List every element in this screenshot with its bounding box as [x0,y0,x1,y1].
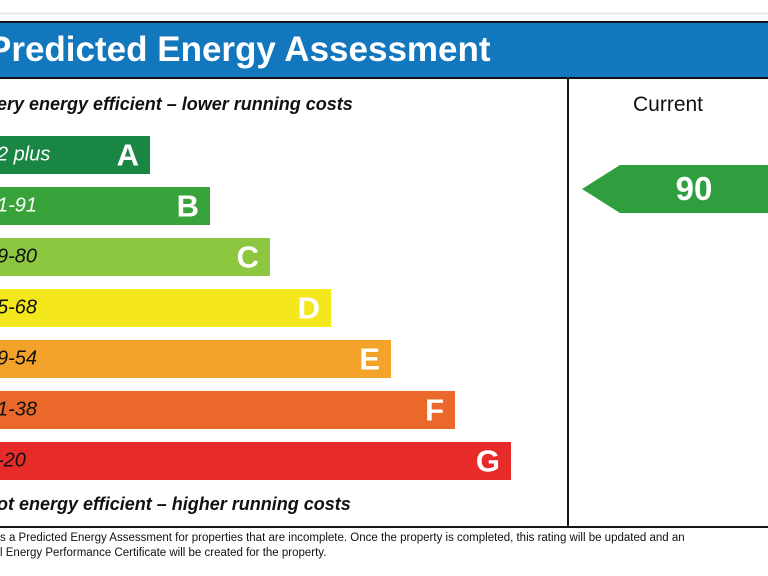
band-range-label: 2 plus [0,143,51,166]
top-divider-line [0,12,768,15]
band-range-label: -20 [0,449,26,472]
header-bar: Predicted Energy Assessment [0,21,768,79]
band-row-C: 9-80 C [0,238,270,276]
band-range-label: 1-38 [0,398,38,421]
band-row-E: 9-54 E [0,340,391,378]
band-letter: B [176,188,199,224]
band-range-label: 9-80 [0,245,38,268]
band-row-D: 5-68 D [0,289,331,327]
band-letter: G [475,443,500,479]
band-row-A: 2 plus A [0,136,150,174]
band-letter: D [297,290,320,326]
band-row-B: 1-91 B [0,187,210,225]
footer-line-2: l Energy Performance Certificate will be… [0,546,327,559]
band-letter: C [236,239,259,275]
band-letter: A [116,137,139,173]
current-rating-value: 90 [675,170,713,207]
column-divider [567,77,569,528]
band-range-label: 1-91 [0,194,38,217]
chart-bottom-border [0,526,768,528]
caption-efficient: ery energy efficient – lower running cos… [0,94,353,114]
left-arrow-icon [582,165,768,213]
band-letter: E [359,341,380,377]
band-row-G: -20 G [0,442,511,480]
band-row-F: 1-38 F [0,391,455,429]
current-column-header: Current [632,93,704,116]
footer-note: s a Predicted Energy Assessment for prop… [0,531,768,561]
band-letter: F [425,392,444,428]
band-range-label: 9-54 [0,347,38,370]
caption-inefficient: ot energy efficient – higher running cos… [0,494,351,514]
band-range-label: 5-68 [0,296,38,319]
footer-line-1: s a Predicted Energy Assessment for prop… [0,532,685,544]
current-rating-arrow: 90 [582,165,768,213]
page-title: Predicted Energy Assessment [0,30,491,69]
